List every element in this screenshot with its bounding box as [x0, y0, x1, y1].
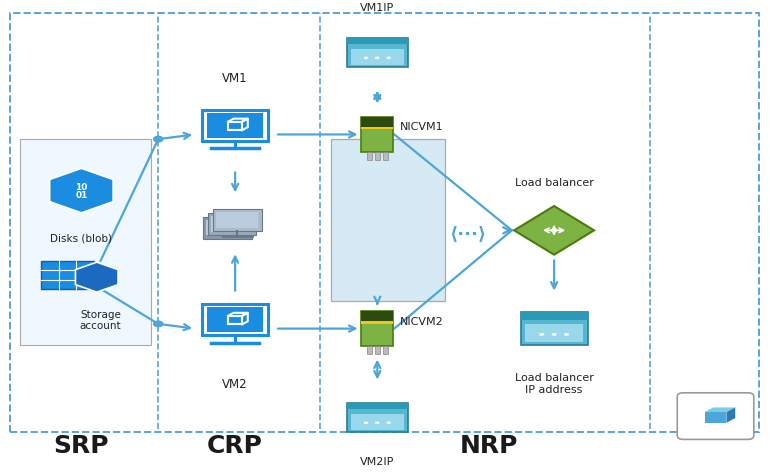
Polygon shape	[514, 206, 594, 255]
Text: SRP: SRP	[54, 434, 109, 457]
Circle shape	[539, 333, 544, 336]
Text: Disks (blob): Disks (blob)	[50, 234, 112, 244]
Text: CRP: CRP	[207, 434, 263, 457]
Text: NICVM1: NICVM1	[400, 122, 444, 133]
Polygon shape	[705, 412, 726, 423]
Bar	[331, 139, 445, 301]
Bar	[202, 110, 268, 141]
Text: Load balancer: Load balancer	[514, 178, 594, 188]
Bar	[346, 403, 408, 409]
Circle shape	[154, 136, 163, 142]
Circle shape	[551, 333, 557, 336]
Bar	[346, 38, 408, 67]
Bar	[383, 346, 387, 354]
Text: VM2IP: VM2IP	[360, 457, 394, 467]
Text: Load balancer
IP address: Load balancer IP address	[514, 373, 594, 395]
Bar	[228, 122, 242, 130]
Bar	[42, 261, 94, 289]
Text: VM2: VM2	[223, 378, 248, 391]
FancyBboxPatch shape	[678, 393, 754, 439]
Circle shape	[375, 57, 380, 59]
Text: ⟨···⟩: ⟨···⟩	[450, 226, 487, 244]
Text: VM1: VM1	[223, 72, 248, 85]
Bar	[361, 321, 393, 324]
Bar	[203, 217, 252, 239]
Circle shape	[564, 333, 569, 336]
Bar	[350, 49, 404, 65]
Circle shape	[363, 421, 368, 424]
Bar	[202, 304, 268, 335]
Polygon shape	[726, 407, 735, 423]
Bar	[375, 152, 380, 160]
Bar	[208, 213, 256, 235]
Bar	[524, 324, 584, 342]
Circle shape	[363, 57, 368, 59]
Bar	[361, 117, 393, 152]
Bar	[216, 212, 259, 228]
Text: VM1IP: VM1IP	[360, 3, 394, 13]
Bar	[521, 312, 588, 320]
Bar	[211, 216, 253, 232]
Polygon shape	[705, 407, 735, 412]
Bar	[375, 346, 380, 354]
Text: NRP: NRP	[460, 434, 518, 457]
Text: Storage
account: Storage account	[80, 310, 122, 331]
Bar	[20, 139, 151, 345]
Bar	[206, 220, 249, 236]
Text: 01: 01	[75, 191, 88, 200]
Bar	[350, 413, 404, 430]
Circle shape	[387, 57, 391, 59]
Circle shape	[375, 421, 380, 424]
Text: NICVM2: NICVM2	[400, 317, 444, 327]
Bar	[207, 113, 263, 138]
Bar	[10, 13, 758, 431]
Bar	[228, 316, 242, 324]
Bar	[361, 126, 393, 129]
Bar	[207, 307, 263, 332]
Bar	[361, 311, 393, 346]
Bar	[361, 311, 393, 321]
Circle shape	[387, 421, 391, 424]
Bar	[361, 117, 393, 126]
Bar	[383, 152, 387, 160]
Bar	[367, 346, 372, 354]
Bar	[346, 403, 408, 432]
Bar	[367, 152, 372, 160]
Bar	[346, 38, 408, 44]
Circle shape	[154, 321, 163, 327]
Text: 10: 10	[75, 184, 88, 193]
Bar	[213, 209, 262, 231]
Bar	[521, 312, 588, 345]
